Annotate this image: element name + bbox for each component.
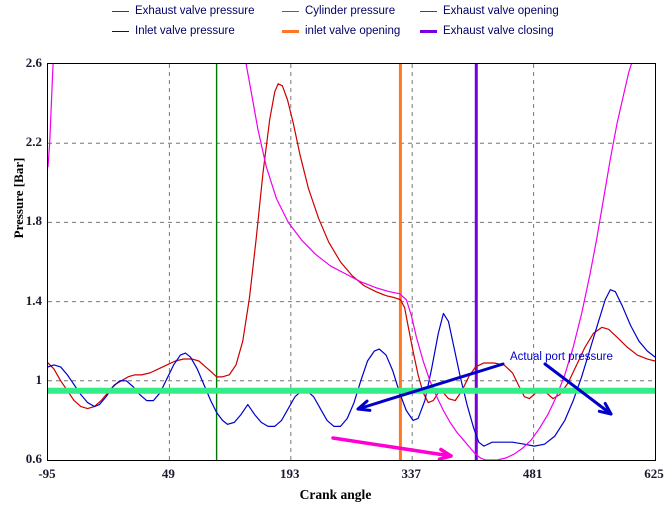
x-tick-label: 625 — [644, 466, 664, 481]
legend-swatch-icon — [112, 30, 129, 32]
x-axis-title: Crank angle — [299, 487, 372, 502]
x-tick-label: 481 — [522, 466, 543, 481]
legend-swatch-icon — [420, 29, 437, 33]
legend-swatch-icon — [420, 10, 437, 12]
x-tick-label: -95 — [38, 466, 56, 481]
legend-item-inlet-valve-opening[interactable]: inlet valve opening — [282, 25, 400, 37]
series-line-inlet-valve-pressure — [48, 289, 655, 447]
x-tick-label: 193 — [280, 466, 300, 481]
legend-item-label: Exhaust valve opening — [443, 5, 559, 17]
legend-item-label: Exhaust valve closing — [443, 25, 554, 37]
y-tick-label: 1.8 — [25, 213, 42, 229]
annotation-actual-port-pressure: Actual port pressure — [510, 351, 613, 363]
legend-swatch-icon — [282, 10, 299, 12]
arrow-cylinder-pressure — [331, 436, 453, 458]
legend-item-label: Cylinder pressure — [305, 5, 396, 17]
legend-item-inlet-valve-pressure[interactable]: Inlet valve pressure — [112, 25, 235, 37]
x-tick-label: 49 — [161, 466, 175, 481]
legend-swatch-icon — [282, 29, 299, 33]
legend-item-label: inlet valve opening — [305, 25, 401, 37]
y-axis-title: Pressure [Bar] — [11, 157, 26, 239]
legend-item-exhaust-valve-closing[interactable]: Exhaust valve closing — [420, 25, 554, 37]
legend-item-exhaust-valve-pressure[interactable]: Exhaust valve pressure — [112, 5, 255, 17]
y-tick-label: 2.2 — [25, 134, 42, 150]
arrow-port-pressure-right — [543, 362, 613, 416]
chart-legend: Exhaust valve pressure Cylinder pressure E… — [0, 0, 671, 48]
legend-item-exhaust-valve-opening[interactable]: Exhaust valve opening — [420, 5, 559, 17]
arrow-port-pressure-left — [356, 362, 505, 411]
plot-svg — [48, 64, 655, 460]
annotation-flow-bench-test-pressure: Flow bench test pressure — [246, 460, 374, 461]
y-tick-label: 1.4 — [25, 292, 42, 308]
plot-area: Flow bench test pressure Actual cylinder… — [47, 63, 656, 461]
legend-swatch-icon — [112, 10, 129, 12]
legend-item-label: Inlet valve pressure — [135, 25, 235, 37]
legend-item-cylinder-pressure[interactable]: Cylinder pressure — [282, 5, 395, 17]
arrow-cylinder-pressure-head — [437, 447, 453, 460]
y-tick-label: 2.6 — [25, 55, 42, 70]
legend-item-label: Exhaust valve pressure — [135, 5, 255, 17]
arrow-port-pressure-right-head — [597, 401, 613, 416]
arrow-port-pressure-left-head — [356, 399, 372, 412]
y-tick-label: 1 — [35, 371, 43, 387]
series-line-cylinder-pressure — [48, 64, 54, 168]
x-tick-label: 337 — [401, 466, 421, 481]
y-tick-label: 0.6 — [25, 451, 42, 466]
series-line-cylinder-pressure — [245, 64, 632, 460]
